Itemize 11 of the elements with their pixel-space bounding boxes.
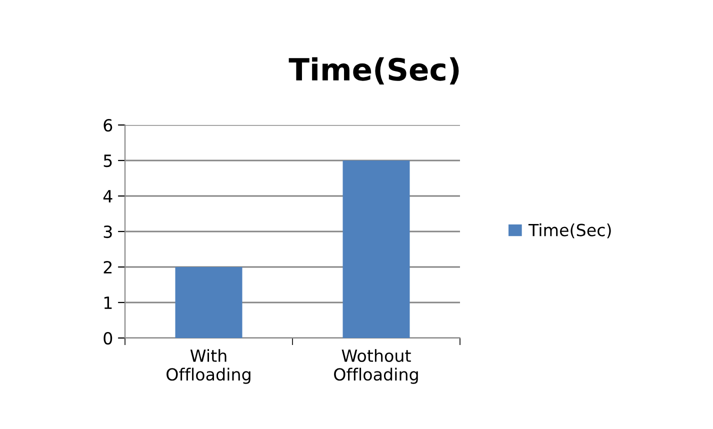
y-tick-label: 2	[104, 260, 112, 274]
chart-title: Time(Sec)	[288, 57, 459, 84]
y-tick-label: 4	[103, 190, 112, 202]
y-tick-label: 6	[104, 118, 112, 132]
y-tick-label: 3	[104, 225, 112, 238]
legend-label: Time(Sec)	[528, 223, 611, 238]
y-tick-label: 5	[104, 154, 112, 168]
y-tick-label: 0	[104, 332, 112, 345]
x-tick-label: Wothout Offloading	[334, 349, 418, 384]
x-tick-label: With Offloading	[166, 349, 250, 384]
y-tick-label: 1	[104, 296, 112, 309]
